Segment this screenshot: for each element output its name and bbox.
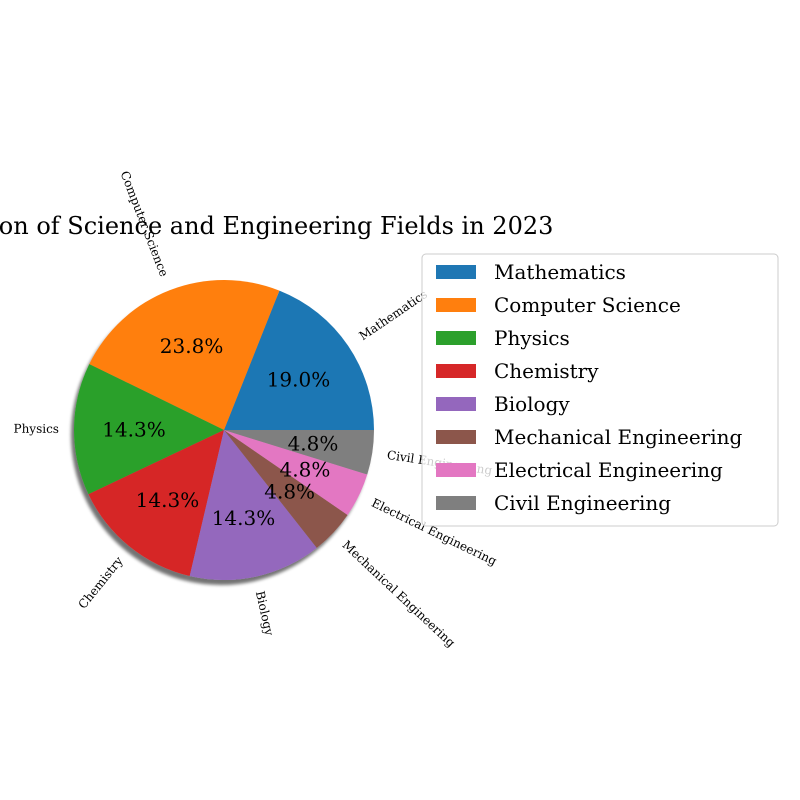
legend-swatch-chemistry [436, 364, 476, 378]
slice-label-physics: Physics [13, 422, 59, 436]
percent-label-electrical-engineering: 4.8% [280, 457, 331, 481]
legend-swatch-civil-engineering [436, 496, 476, 510]
slice-label-chemistry: Chemistry [75, 554, 125, 612]
pie-slice-civil-engineering [224, 430, 374, 475]
legend-label-civil-engineering: Civil Engineering [494, 491, 671, 515]
percent-label-computer-science: 23.8% [160, 334, 224, 358]
pie-slice-electrical-engineering [224, 430, 368, 516]
legend-swatch-mathematics [436, 265, 476, 279]
pie-slice-chemistry [88, 430, 224, 577]
legend-label-mechanical-engineering: Mechanical Engineering [494, 425, 743, 449]
legend-label-mathematics: Mathematics [494, 260, 626, 284]
legend-label-biology: Biology [494, 392, 570, 416]
slice-label-mathematics: Mathematics [357, 287, 430, 343]
percent-label-civil-engineering: 4.8% [288, 432, 339, 456]
pie-slice-biology [189, 430, 317, 581]
percent-label-mechanical-engineering: 4.8% [264, 480, 315, 504]
legend-label-electrical-engineering: Electrical Engineering [494, 458, 723, 482]
legend: Mathematics Computer Science Physics Chemis… [421, 253, 779, 527]
legend-swatch-mechanical-engineering [436, 430, 476, 444]
percent-label-mathematics: 19.0% [267, 367, 331, 391]
percent-labels: 19.0%23.8%14.3%14.3%14.3%4.8%4.8%4.8% [102, 334, 338, 530]
legend-label-physics: Physics [494, 326, 570, 350]
legend-swatch-biology [436, 397, 476, 411]
chart-title: Distribution of Science and Engineering … [0, 212, 553, 240]
slice-label-mechanical-engineering: Mechanical Engineering [340, 538, 459, 650]
legend-label-chemistry: Chemistry [494, 359, 599, 383]
legend-swatch-computer-science [436, 298, 476, 312]
legend-frame [421, 253, 779, 527]
pie-slices [73, 280, 374, 581]
pie-slice-mechanical-engineering [224, 430, 348, 548]
legend-label-computer-science: Computer Science [494, 293, 681, 317]
percent-label-physics: 14.3% [102, 417, 166, 441]
pie-slice-physics [73, 364, 224, 495]
percent-label-chemistry: 14.3% [136, 488, 200, 512]
pie-slice-computer-science [89, 280, 280, 430]
pie-slice-mathematics [224, 290, 374, 430]
legend-swatch-electrical-engineering [436, 463, 476, 477]
legend-swatch-physics [436, 331, 476, 345]
percent-label-biology: 14.3% [212, 506, 276, 530]
slice-label-biology: Biology [253, 590, 277, 638]
